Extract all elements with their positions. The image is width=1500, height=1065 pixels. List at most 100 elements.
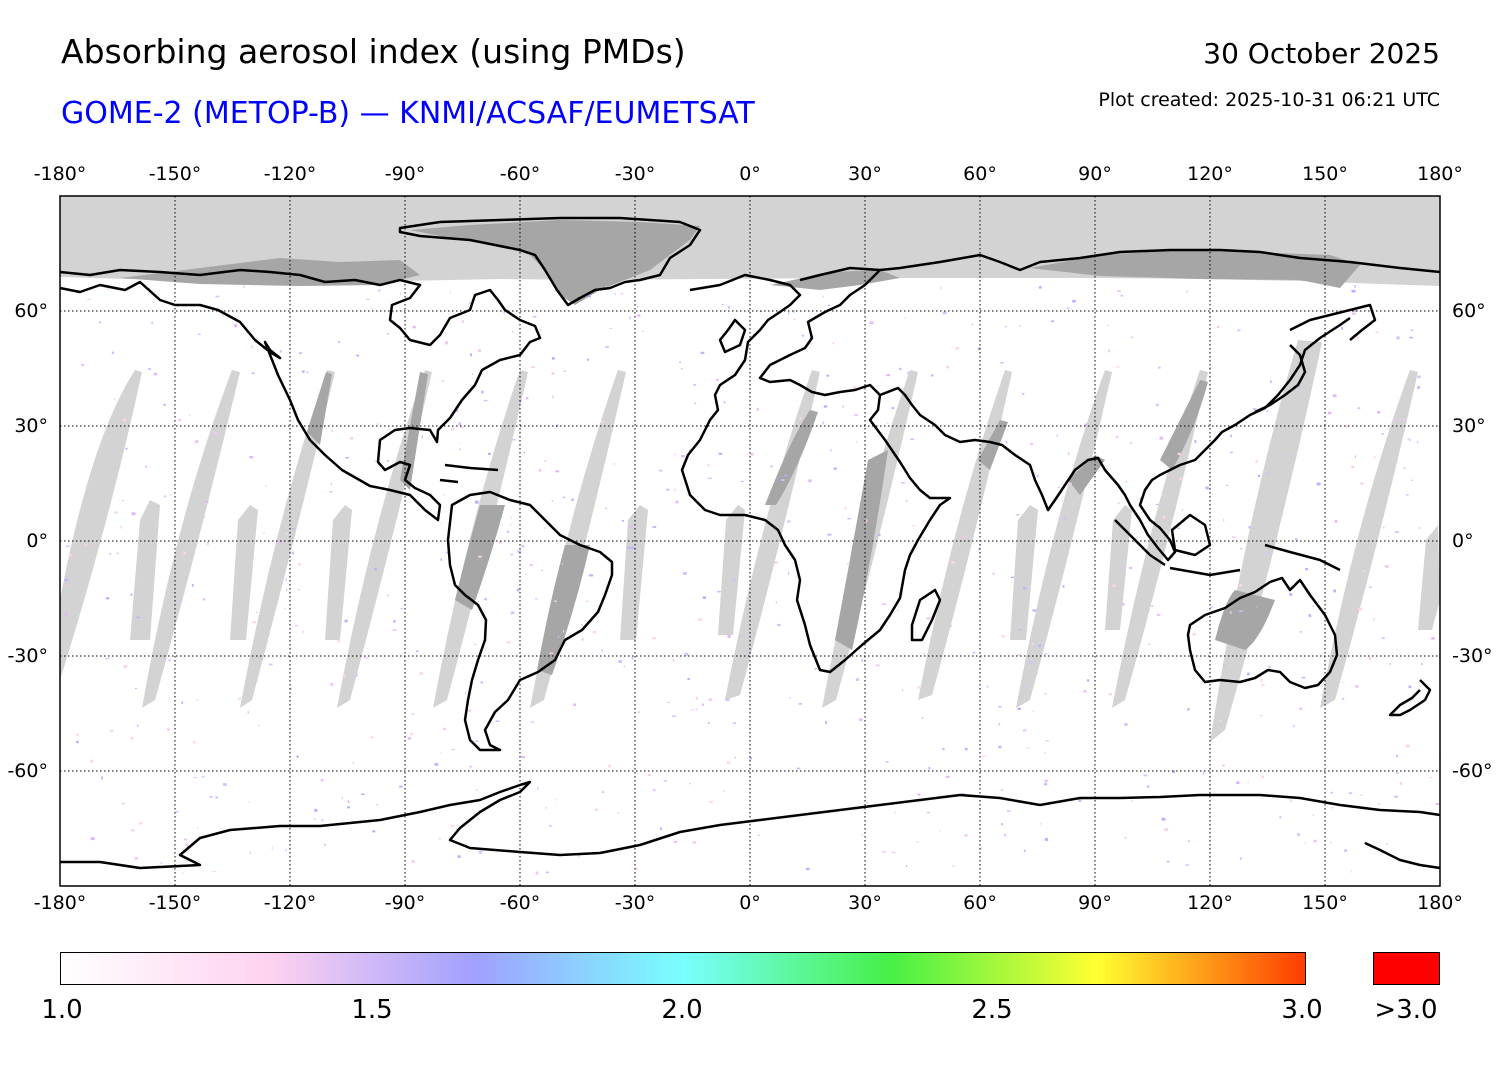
- aerosol-pixel: [1148, 643, 1151, 646]
- aerosol-pixel: [376, 803, 379, 806]
- aerosol-pixel: [1086, 679, 1090, 682]
- aerosol-pixel: [110, 729, 114, 732]
- aerosol-pixel: [419, 672, 423, 675]
- aerosol-pixel: [529, 564, 533, 566]
- aerosol-pixel: [847, 563, 851, 565]
- aerosol-pixel: [903, 317, 907, 319]
- colorbar-label-2.5: 2.5: [971, 995, 1013, 1025]
- aerosol-pixel: [681, 455, 685, 458]
- aerosol-pixel: [330, 482, 333, 486]
- aerosol-pixel: [440, 751, 442, 754]
- aerosol-pixel: [588, 520, 590, 523]
- aerosol-pixel: [1330, 806, 1334, 809]
- aerosol-pixel: [950, 578, 953, 580]
- aerosol-pixel: [498, 541, 502, 544]
- aerosol-pixel: [1022, 393, 1025, 396]
- aerosol-pixel: [635, 867, 638, 871]
- aerosol-pixel: [510, 611, 515, 615]
- aerosol-pixel: [707, 463, 710, 467]
- aerosol-pixel: [1005, 326, 1007, 328]
- aerosol-pixel: [1019, 629, 1021, 631]
- aerosol-pixel: [581, 638, 584, 641]
- aerosol-pixel: [695, 708, 698, 710]
- aerosol-pixel: [1189, 444, 1191, 446]
- aerosol-pixel: [519, 400, 522, 403]
- aerosol-pixel: [458, 422, 461, 426]
- aerosol-pixel: [847, 518, 851, 520]
- aerosol-pixel: [1067, 452, 1070, 456]
- aerosol-pixel: [1216, 325, 1219, 328]
- aerosol-pixel: [885, 761, 889, 763]
- aerosol-pixel: [145, 465, 148, 468]
- aerosol-pixel: [116, 552, 119, 555]
- aerosol-pixel: [1267, 500, 1269, 503]
- aerosol-pixel: [136, 616, 140, 619]
- aerosol-pixel: [1431, 637, 1435, 640]
- aerosol-pixel: [1237, 329, 1241, 331]
- aerosol-pixel: [1356, 337, 1360, 340]
- aerosol-pixel: [445, 551, 449, 554]
- aerosol-pixel: [622, 519, 624, 522]
- aerosol-pixel: [481, 390, 484, 394]
- aerosol-pixel: [727, 635, 731, 638]
- aerosol-pixel: [1194, 440, 1197, 443]
- colorbar-gradient: [60, 952, 1306, 985]
- aerosol-pixel: [563, 629, 565, 633]
- aerosol-pixel: [1230, 611, 1232, 614]
- aerosol-pixel: [740, 480, 744, 482]
- aerosol-pixel: [1409, 336, 1413, 339]
- aerosol-pixel: [131, 829, 135, 832]
- aerosol-pixel: [1261, 775, 1265, 779]
- no-data-patch: [620, 505, 648, 640]
- aerosol-pixel: [708, 698, 712, 701]
- aerosol-pixel: [684, 652, 689, 656]
- aerosol-pixel: [1209, 606, 1214, 608]
- aerosol-pixel: [136, 724, 139, 728]
- aerosol-pixel: [578, 855, 580, 857]
- aerosol-pixel: [1236, 781, 1240, 785]
- aerosol-pixel: [76, 733, 79, 737]
- aerosol-pixel: [1039, 823, 1042, 825]
- aerosol-pixel: [361, 793, 365, 795]
- coast-caribbean: [439, 463, 499, 484]
- aerosol-pixel: [372, 830, 376, 833]
- aerosol-pixel: [337, 639, 340, 643]
- aerosol-pixel: [1260, 678, 1263, 682]
- aerosol-pixel: [1029, 443, 1034, 445]
- aerosol-pixel: [331, 429, 334, 432]
- aerosol-pixel: [734, 756, 737, 759]
- aerosol-pixel: [215, 295, 220, 298]
- aerosol-pixel: [707, 477, 712, 479]
- aerosol-pixel: [780, 479, 785, 481]
- aerosol-pixel: [434, 763, 439, 766]
- aerosol-pixel: [1409, 438, 1412, 441]
- aerosol-pixel: [922, 520, 924, 522]
- lat-tick-label-left: 0°: [26, 530, 48, 552]
- aerosol-pixel: [356, 673, 358, 677]
- colorbar-label-1.0: 1.0: [41, 995, 83, 1025]
- aerosol-pixel: [185, 860, 187, 863]
- aerosol-pixel: [808, 479, 812, 483]
- aerosol-pixel: [167, 728, 170, 731]
- graticule: [60, 196, 1440, 886]
- aerosol-pixel: [521, 755, 525, 758]
- aerosol-pixel: [998, 706, 1002, 708]
- aerosol-pixel: [234, 324, 238, 328]
- aerosol-pixel: [637, 711, 640, 714]
- aerosol-pixel: [1418, 527, 1421, 529]
- aerosol-pixel: [806, 867, 810, 871]
- aerosol-pixel: [1172, 770, 1175, 774]
- coast-kamchatka: [1289, 303, 1377, 341]
- aerosol-pixel: [1023, 849, 1026, 852]
- aerosol-pixel: [525, 573, 527, 575]
- aerosol-pixel: [370, 736, 374, 739]
- aerosol-pixel: [573, 703, 576, 706]
- aerosol-pixel: [902, 689, 904, 692]
- aerosol-pixel: [495, 720, 500, 722]
- no-data-patch: [1010, 505, 1038, 640]
- aerosol-pixel: [1299, 631, 1303, 633]
- aerosol-pixel: [258, 725, 260, 727]
- aerosol-pixel: [1352, 312, 1356, 315]
- aerosol-pixel: [525, 397, 529, 400]
- aerosol-pixel: [1118, 502, 1120, 505]
